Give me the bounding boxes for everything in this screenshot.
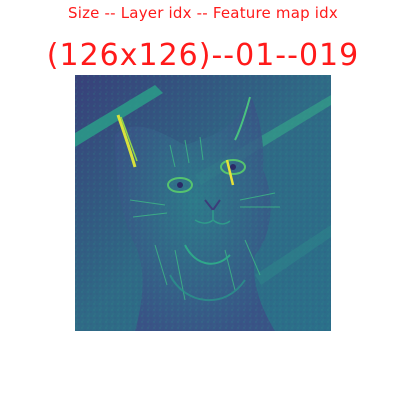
feature-map-title: (126x126)--01--019	[46, 38, 360, 73]
feature-map-image	[75, 75, 331, 331]
caption-label: Size -- Layer idx -- Feature map idx	[68, 4, 338, 22]
